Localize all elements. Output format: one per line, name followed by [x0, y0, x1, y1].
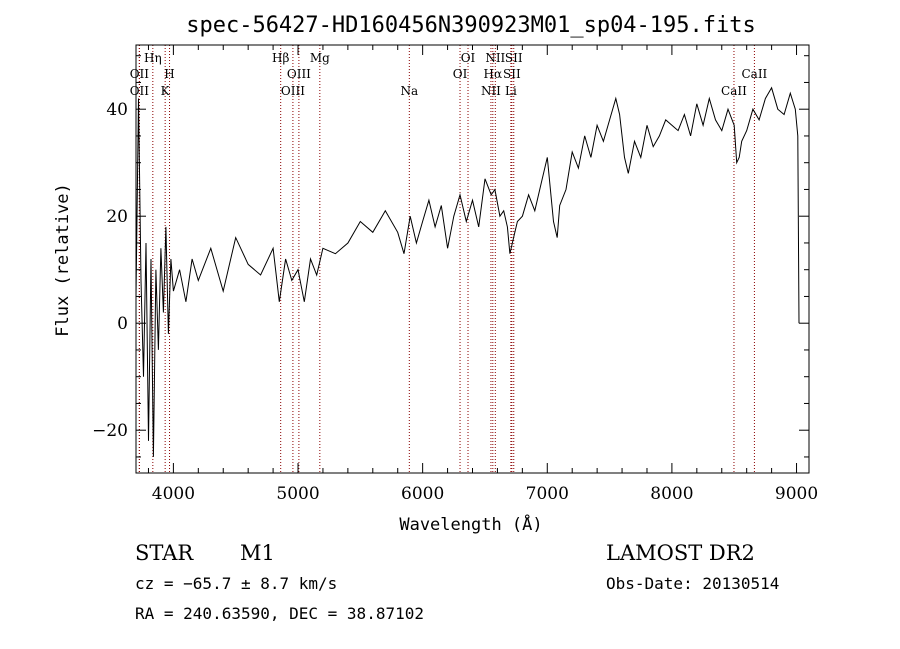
object-class: STAR [135, 541, 194, 565]
chart-title: spec-56427-HD160456N390923M01_sp04-195.f… [186, 13, 756, 38]
survey-name: LAMOST DR2 [606, 541, 755, 565]
marker-label-9: Na [400, 84, 418, 98]
marker-label-18: CaII [721, 84, 747, 98]
marker-label-1: OII [130, 84, 150, 98]
marker-label-7: OIII [287, 67, 311, 81]
marker-label-11: OI [461, 51, 476, 65]
marker-label-4: H [164, 67, 174, 81]
plot-frame [135, 44, 810, 474]
emission-line-labels: OII OII Hη KH Hβ OIII OIII Mg Na OI OI NII Hα NII Li SI… [130, 51, 768, 98]
y-tick-label-0: −20 [92, 421, 128, 441]
marker-label-6: OIII [281, 84, 305, 98]
marker-label-3: K [161, 84, 171, 98]
x-tick-label-1: 5000 [276, 484, 319, 504]
marker-label-16: SII [503, 67, 521, 81]
marker-label-17: SII [505, 51, 523, 65]
y-tick-label-1: 0 [117, 314, 128, 334]
observation-date: Obs-Date: 20130514 [606, 574, 779, 593]
marker-label-8: Mg [310, 51, 330, 65]
x-tick-label-2: 6000 [401, 484, 444, 504]
ra-dec-coordinates: RA = 240.63590, DEC = 38.87102 [135, 604, 424, 623]
marker-label-13: Hα [484, 67, 503, 81]
x-axis-label: Wavelength (Å) [399, 513, 542, 535]
marker-label-14: NII [485, 51, 505, 65]
marker-label-5: Hβ [272, 51, 289, 65]
redshift-velocity: cz = −65.7 ± 8.7 km/s [135, 574, 337, 593]
spectrum-series-line [135, 86, 800, 457]
y-axis-ticks: −20 0 20 40 [92, 55, 809, 458]
x-tick-label-5: 9000 [775, 484, 818, 504]
emission-line-markers [138, 45, 755, 473]
x-tick-label-4: 8000 [650, 484, 693, 504]
marker-label-0: OII [130, 67, 150, 81]
y-axis-label: Flux (relative) [53, 183, 73, 337]
marker-label-19: CaII [741, 67, 767, 81]
marker-label-2: Hη [144, 51, 162, 65]
x-axis-ticks: 4000 5000 6000 7000 8000 9000 [147, 45, 818, 504]
object-subclass: M1 [240, 541, 275, 565]
marker-label-10: OI [453, 67, 468, 81]
marker-label-15: Li [505, 84, 517, 98]
marker-label-12: NII [481, 84, 501, 98]
x-tick-label-3: 7000 [526, 484, 569, 504]
y-tick-label-3: 40 [106, 100, 128, 120]
x-tick-label-0: 4000 [152, 484, 195, 504]
y-tick-label-2: 20 [106, 207, 128, 227]
